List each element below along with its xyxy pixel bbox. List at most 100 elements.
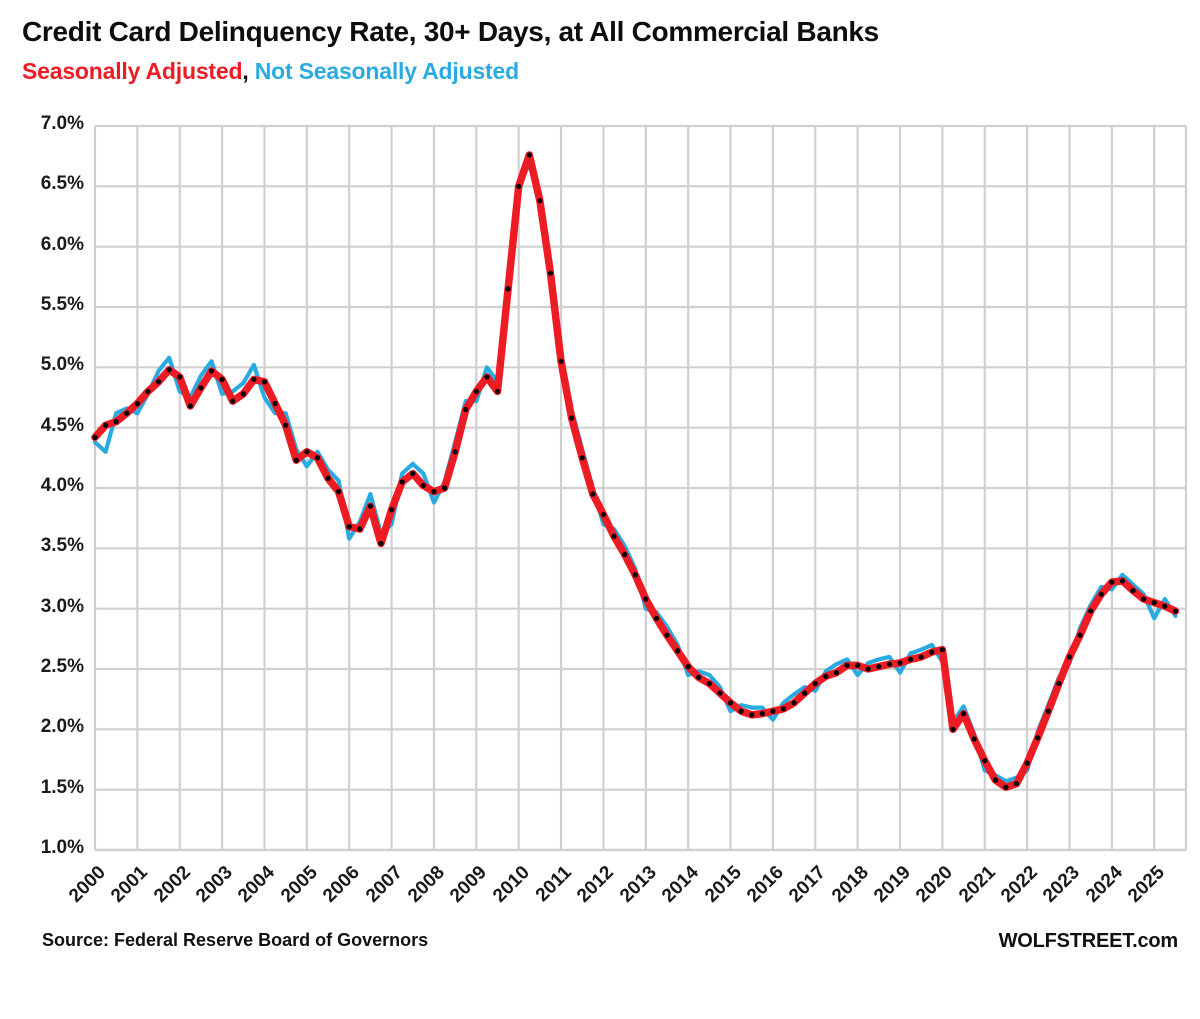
data-point <box>1035 735 1041 741</box>
data-point <box>1045 708 1051 714</box>
data-point <box>293 457 299 463</box>
data-point <box>177 374 183 380</box>
data-point <box>664 632 670 638</box>
data-point <box>1003 784 1009 790</box>
data-point <box>855 662 861 668</box>
data-point <box>908 656 914 662</box>
data-point <box>336 489 342 495</box>
legend-seasonally-adjusted: Seasonally Adjusted <box>22 58 243 84</box>
data-point <box>1172 608 1179 614</box>
data-point <box>632 572 638 578</box>
data-point <box>950 726 956 732</box>
y-axis-tick-label: 2.0% <box>40 716 84 738</box>
data-point <box>420 482 426 489</box>
data-point <box>971 736 977 742</box>
data-point <box>388 507 395 513</box>
data-point <box>113 419 119 425</box>
data-point <box>802 690 808 696</box>
data-point <box>494 388 501 395</box>
y-axis-tick-label: 6.0% <box>40 233 84 255</box>
data-point <box>537 198 543 204</box>
data-point <box>187 403 193 409</box>
data-point <box>134 400 140 407</box>
data-point <box>1151 600 1157 606</box>
data-point <box>547 270 554 276</box>
data-point <box>399 479 405 485</box>
data-point <box>325 475 331 481</box>
data-point <box>145 388 151 395</box>
y-axis-tick-label: 6.5% <box>40 173 84 195</box>
legend-separator: , <box>242 58 249 84</box>
data-point <box>92 434 98 440</box>
data-point <box>1056 680 1062 687</box>
data-point <box>357 526 363 532</box>
data-point <box>960 711 967 717</box>
data-point <box>452 449 458 455</box>
data-point <box>844 662 850 668</box>
data-point <box>1162 603 1168 609</box>
data-point <box>1013 781 1020 787</box>
data-point <box>251 376 257 382</box>
data-point <box>367 503 373 509</box>
y-axis-tick-label: 3.0% <box>40 595 84 617</box>
data-point <box>600 511 607 518</box>
data-point <box>780 706 787 712</box>
data-point <box>706 680 712 687</box>
data-point <box>516 183 522 189</box>
y-axis-tick-label: 1.5% <box>40 776 84 798</box>
data-point <box>304 449 310 455</box>
data-point <box>1141 596 1147 602</box>
data-point <box>1066 654 1073 660</box>
data-point <box>696 674 702 681</box>
chart-legend-subtitle: Seasonally Adjusted, Not Seasonally Adju… <box>22 58 519 85</box>
data-point <box>643 596 649 602</box>
data-point <box>261 379 268 385</box>
data-point <box>717 690 723 696</box>
data-point <box>791 700 797 706</box>
data-point <box>1024 760 1030 766</box>
data-point <box>526 152 532 158</box>
data-point <box>1119 578 1126 584</box>
data-point <box>982 758 988 764</box>
data-point <box>441 485 448 491</box>
y-axis-tick-label: 2.5% <box>40 656 84 677</box>
data-point <box>738 708 744 714</box>
series-markers-seasonally-adjusted <box>92 152 1179 790</box>
y-axis-tick-label: 7.0% <box>40 113 84 134</box>
source-note: Source: Federal Reserve Board of Governo… <box>42 930 429 950</box>
data-point <box>759 711 765 717</box>
data-point <box>1077 632 1083 638</box>
data-point <box>770 708 776 714</box>
data-point <box>410 470 416 477</box>
data-point <box>240 391 246 397</box>
data-point <box>897 660 903 666</box>
data-point <box>833 670 840 676</box>
data-point <box>505 286 511 292</box>
data-point <box>590 491 596 497</box>
data-point <box>314 455 321 461</box>
site-watermark: WOLFSTREET.com <box>998 930 1179 952</box>
data-point <box>685 663 691 670</box>
chart-container: Credit Card Delinquency Rate, 30+ Days, … <box>22 16 1188 952</box>
chart-plot-area <box>91 124 1188 852</box>
data-point <box>622 551 628 557</box>
y-axis-tick-label: 5.5% <box>40 294 84 315</box>
data-point <box>611 533 617 539</box>
y-axis-tick-label: 3.5% <box>40 535 84 557</box>
data-point <box>886 661 893 667</box>
data-point <box>1088 608 1094 614</box>
data-point <box>155 379 162 385</box>
data-point <box>876 663 882 670</box>
data-point <box>346 524 352 530</box>
data-point <box>272 400 278 407</box>
data-point <box>166 367 172 373</box>
data-point <box>198 385 204 391</box>
legend-not-seasonally-adjusted: Not Seasonally Adjusted <box>254 58 519 84</box>
y-axis-tick-label: 4.0% <box>40 475 84 496</box>
y-axis-tick-label: 1.0% <box>40 837 84 858</box>
data-point <box>1109 579 1115 585</box>
data-point <box>378 540 384 547</box>
data-point <box>1130 587 1136 594</box>
data-point <box>230 398 236 404</box>
data-point <box>1098 591 1104 597</box>
